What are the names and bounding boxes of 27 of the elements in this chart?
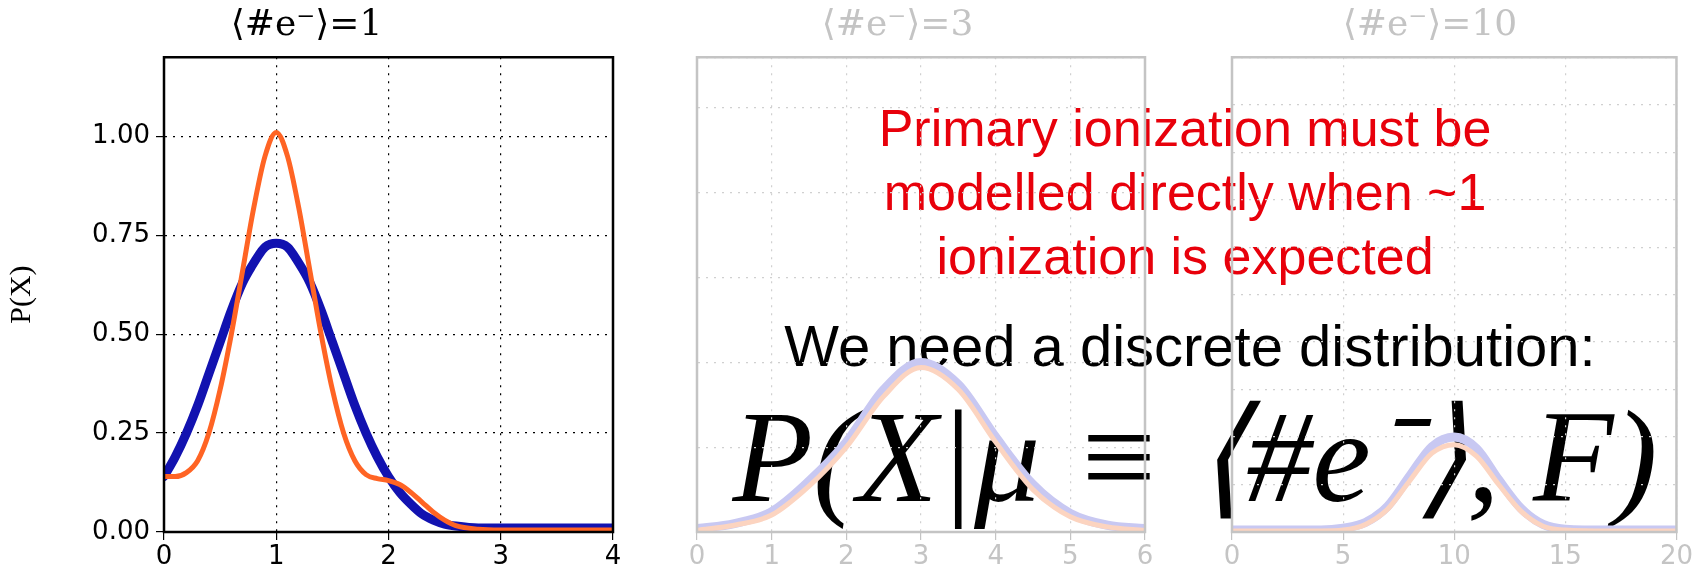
x-tick-label: 4 xyxy=(987,540,1004,571)
chart-title: ⟨#e⁻⟩=10 xyxy=(1342,1,1518,43)
x-tick-label: 6 xyxy=(1136,540,1154,571)
y-tick-label: 0.75 xyxy=(92,218,150,248)
y-tick-label: 1.00 xyxy=(92,119,150,150)
x-tick-label: 0 xyxy=(155,540,173,571)
x-tick-label: 3 xyxy=(492,540,510,571)
y-tick-label: 0.25 xyxy=(92,415,150,446)
x-tick-label: 3 xyxy=(912,540,930,571)
x-tick-label: 5 xyxy=(1334,540,1352,571)
x-tick-label: 0 xyxy=(688,540,706,571)
x-tick-label: 10 xyxy=(1437,540,1471,571)
x-tick-label: 1 xyxy=(267,540,285,571)
y-tick-label: 0.00 xyxy=(92,514,150,545)
y-tick-label: 0.50 xyxy=(92,316,150,347)
x-tick-label: 20 xyxy=(1659,540,1693,571)
x-tick-label: 0 xyxy=(1223,540,1241,571)
text: Primary ionization must be modelled directly when ~1 ionization is expected xyxy=(877,98,1493,287)
x-tick-label: 2 xyxy=(838,540,855,571)
chart-title: ⟨#e⁻⟩=3 xyxy=(821,1,974,43)
x-tick-label: 1 xyxy=(763,540,780,571)
x-tick-label: 2 xyxy=(380,540,397,571)
x-tick-label: 4 xyxy=(604,540,622,571)
x-tick-label: 5 xyxy=(1062,540,1079,571)
x-tick-label: 15 xyxy=(1548,540,1582,571)
y-axis-title: P(X) xyxy=(2,265,37,324)
chart-title: ⟨#e⁻⟩=1 xyxy=(230,1,383,43)
